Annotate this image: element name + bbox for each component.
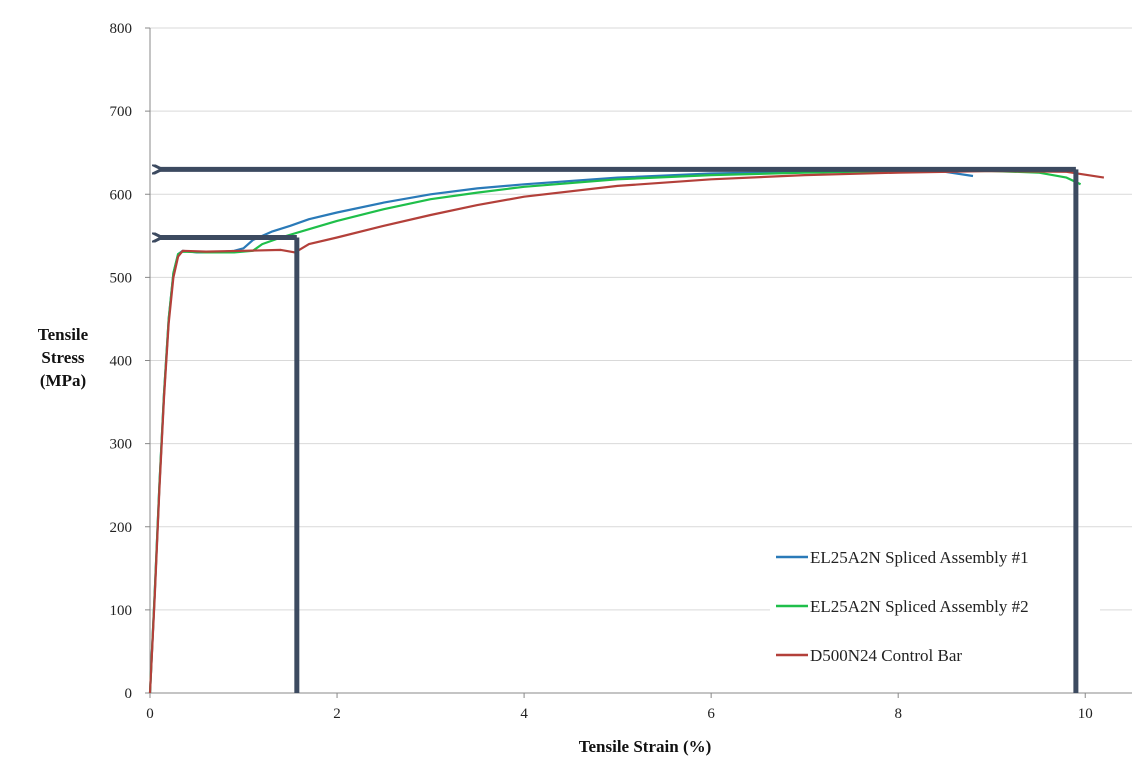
y-tick-label-800: 800 (110, 21, 133, 37)
y-tick-label-100: 100 (110, 603, 133, 619)
y-tick-label-600: 600 (110, 187, 133, 203)
y-axis-title-line-1: Tensile (38, 325, 89, 344)
annotations (160, 169, 1079, 693)
y-tick-label-700: 700 (110, 104, 133, 120)
x-tick-label-8: 8 (894, 706, 902, 722)
legend-bg (770, 540, 1100, 675)
series-line-3 (148, 169, 1105, 694)
x-tick-label-6: 6 (707, 706, 715, 722)
legend-label-2: EL25A2N Spliced Assembly #2 (810, 597, 1029, 616)
x-tick-label-10: 10 (1078, 706, 1093, 722)
y-tick-label-0: 0 (125, 686, 133, 702)
tick-labels: 0 100 200 300 400 500 600 700 800 0 2 4 6 8 10 (110, 21, 1093, 722)
x-tick-label-2: 2 (333, 706, 341, 722)
legend-label-3: D500N24 Control Bar (810, 646, 962, 665)
x-tick-label-0: 0 (146, 706, 154, 722)
y-tick-label-300: 300 (110, 437, 133, 453)
y-tick-label-400: 400 (110, 354, 133, 370)
legend: EL25A2N Spliced Assembly #1 EL25A2N Splic… (770, 540, 1100, 675)
x-axis-title: Tensile Strain (%) (579, 737, 712, 756)
y-tick-label-500: 500 (110, 270, 133, 286)
legend-label-1: EL25A2N Spliced Assembly #1 (810, 548, 1029, 567)
x-tick-label-4: 4 (520, 706, 528, 722)
y-tick-label-200: 200 (110, 520, 133, 536)
axes (145, 27, 1132, 698)
y-axis-title-line-3: (MPa) (40, 371, 86, 390)
y-axis-title: Tensile Stress (MPa) (38, 325, 89, 390)
y-axis-title-line-2: Stress (41, 348, 85, 367)
